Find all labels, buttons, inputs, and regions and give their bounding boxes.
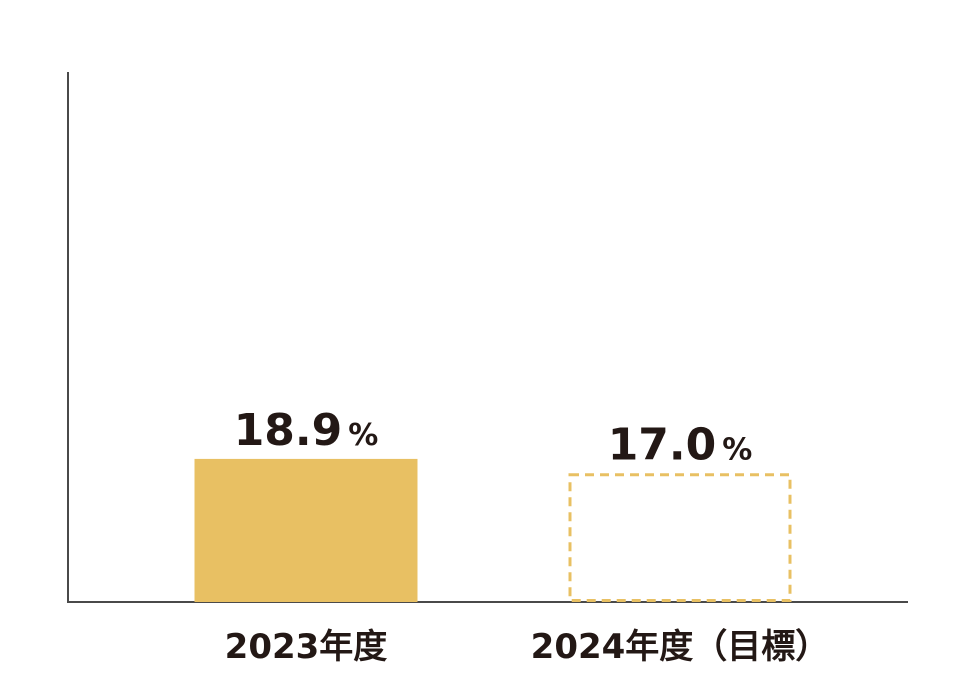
- bar-marks: 18.9 % 2023年度 17.0 % 2024年度（目標）: [194, 405, 830, 667]
- value-label-2024: 17.0%: [608, 419, 753, 470]
- value-unit: %: [348, 418, 378, 453]
- value-unit: %: [722, 432, 752, 467]
- bar-2024: [568, 473, 792, 602]
- value-number: 18.9: [234, 405, 343, 456]
- value-number: 17.0: [608, 419, 717, 470]
- category-label-2023: 2023年度: [225, 627, 388, 667]
- category-label-2024: 2024年度（目標）: [531, 627, 830, 667]
- value-label-2023: 18.9%: [234, 405, 379, 456]
- bar-2023: [194, 458, 418, 602]
